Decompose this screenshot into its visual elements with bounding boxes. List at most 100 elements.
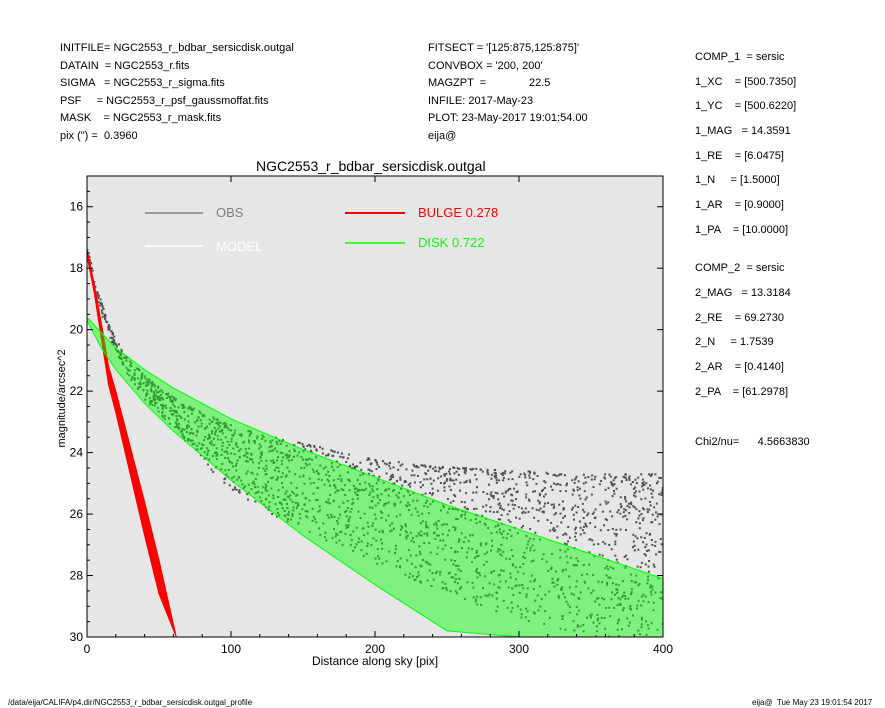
obs-point bbox=[572, 593, 575, 596]
obs-point bbox=[419, 564, 422, 567]
obs-point bbox=[561, 500, 564, 503]
obs-point bbox=[404, 523, 407, 526]
obs-point bbox=[304, 462, 307, 465]
obs-point bbox=[231, 462, 234, 465]
obs-point bbox=[139, 386, 142, 389]
obs-point bbox=[616, 589, 619, 592]
obs-point bbox=[598, 622, 601, 625]
obs-point bbox=[354, 491, 357, 494]
obs-point bbox=[165, 396, 168, 399]
obs-point bbox=[183, 406, 186, 409]
obs-point bbox=[543, 622, 546, 625]
obs-point bbox=[367, 457, 370, 460]
obs-point bbox=[647, 627, 650, 630]
obs-point bbox=[492, 497, 495, 500]
obs-point bbox=[119, 353, 122, 356]
obs-point bbox=[538, 502, 541, 505]
obs-point bbox=[563, 474, 566, 477]
obs-point bbox=[281, 507, 284, 510]
obs-point bbox=[643, 483, 646, 486]
obs-point bbox=[363, 512, 366, 515]
obs-point bbox=[161, 391, 164, 394]
param-line-0: COMP_1 = sersic bbox=[695, 51, 785, 63]
obs-point bbox=[292, 509, 295, 512]
obs-point bbox=[251, 472, 254, 475]
obs-point bbox=[342, 489, 345, 492]
obs-point bbox=[206, 453, 209, 456]
obs-point bbox=[314, 518, 317, 521]
obs-point bbox=[586, 514, 589, 517]
obs-point bbox=[506, 489, 509, 492]
obs-point bbox=[302, 445, 305, 448]
obs-point bbox=[220, 468, 223, 471]
obs-point bbox=[308, 499, 311, 502]
obs-point bbox=[627, 502, 630, 505]
obs-point bbox=[449, 590, 452, 593]
obs-point bbox=[433, 531, 436, 534]
obs-point bbox=[610, 548, 613, 551]
obs-point bbox=[496, 492, 499, 495]
obs-point bbox=[495, 592, 498, 595]
header-left-line-1: DATAIN = NGC2553_r.fits bbox=[60, 59, 190, 72]
obs-point bbox=[413, 465, 416, 468]
obs-point bbox=[206, 463, 209, 466]
param-line-4: 1_RE = [6.0475] bbox=[695, 150, 784, 162]
obs-point bbox=[149, 400, 152, 403]
obs-point bbox=[652, 563, 655, 566]
obs-point bbox=[401, 526, 404, 529]
obs-point bbox=[436, 527, 439, 530]
obs-point bbox=[378, 557, 381, 560]
obs-point bbox=[390, 477, 393, 480]
obs-point bbox=[476, 603, 479, 606]
obs-point bbox=[326, 478, 329, 481]
obs-point bbox=[367, 525, 370, 528]
obs-point bbox=[462, 541, 465, 544]
obs-point bbox=[565, 543, 568, 546]
obs-point bbox=[534, 578, 537, 581]
obs-point bbox=[246, 470, 249, 473]
obs-point bbox=[641, 482, 644, 485]
obs-point bbox=[450, 546, 453, 549]
obs-point bbox=[491, 539, 494, 542]
obs-point bbox=[628, 506, 631, 509]
obs-point bbox=[465, 507, 468, 510]
obs-point bbox=[267, 480, 270, 483]
obs-point bbox=[552, 527, 555, 530]
obs-point bbox=[471, 581, 474, 584]
obs-point bbox=[608, 473, 611, 476]
obs-point bbox=[304, 510, 307, 513]
obs-point bbox=[240, 433, 243, 436]
obs-point bbox=[304, 458, 307, 461]
obs-point bbox=[113, 339, 116, 342]
obs-point bbox=[244, 460, 247, 463]
obs-point bbox=[179, 430, 182, 433]
obs-point bbox=[630, 588, 633, 591]
obs-point bbox=[171, 399, 174, 402]
obs-point bbox=[511, 499, 514, 502]
obs-point bbox=[404, 530, 407, 533]
obs-point bbox=[404, 525, 407, 528]
obs-point bbox=[108, 325, 111, 328]
obs-point bbox=[144, 377, 147, 380]
obs-point bbox=[658, 523, 661, 526]
obs-point bbox=[409, 572, 412, 575]
obs-point bbox=[463, 481, 466, 484]
obs-point bbox=[225, 423, 228, 426]
obs-point bbox=[360, 468, 363, 471]
obs-point bbox=[651, 588, 654, 591]
obs-point bbox=[581, 502, 584, 505]
obs-point bbox=[105, 320, 108, 323]
obs-point bbox=[432, 467, 435, 470]
obs-point bbox=[489, 510, 492, 513]
obs-point bbox=[188, 406, 191, 409]
obs-point bbox=[644, 595, 647, 598]
obs-point bbox=[288, 459, 291, 462]
obs-point bbox=[649, 591, 652, 594]
obs-point bbox=[622, 607, 625, 610]
obs-point bbox=[591, 512, 594, 515]
obs-point bbox=[347, 526, 350, 529]
obs-point bbox=[523, 551, 526, 554]
obs-point bbox=[210, 468, 213, 471]
obs-point bbox=[308, 477, 311, 480]
obs-point bbox=[232, 465, 235, 468]
